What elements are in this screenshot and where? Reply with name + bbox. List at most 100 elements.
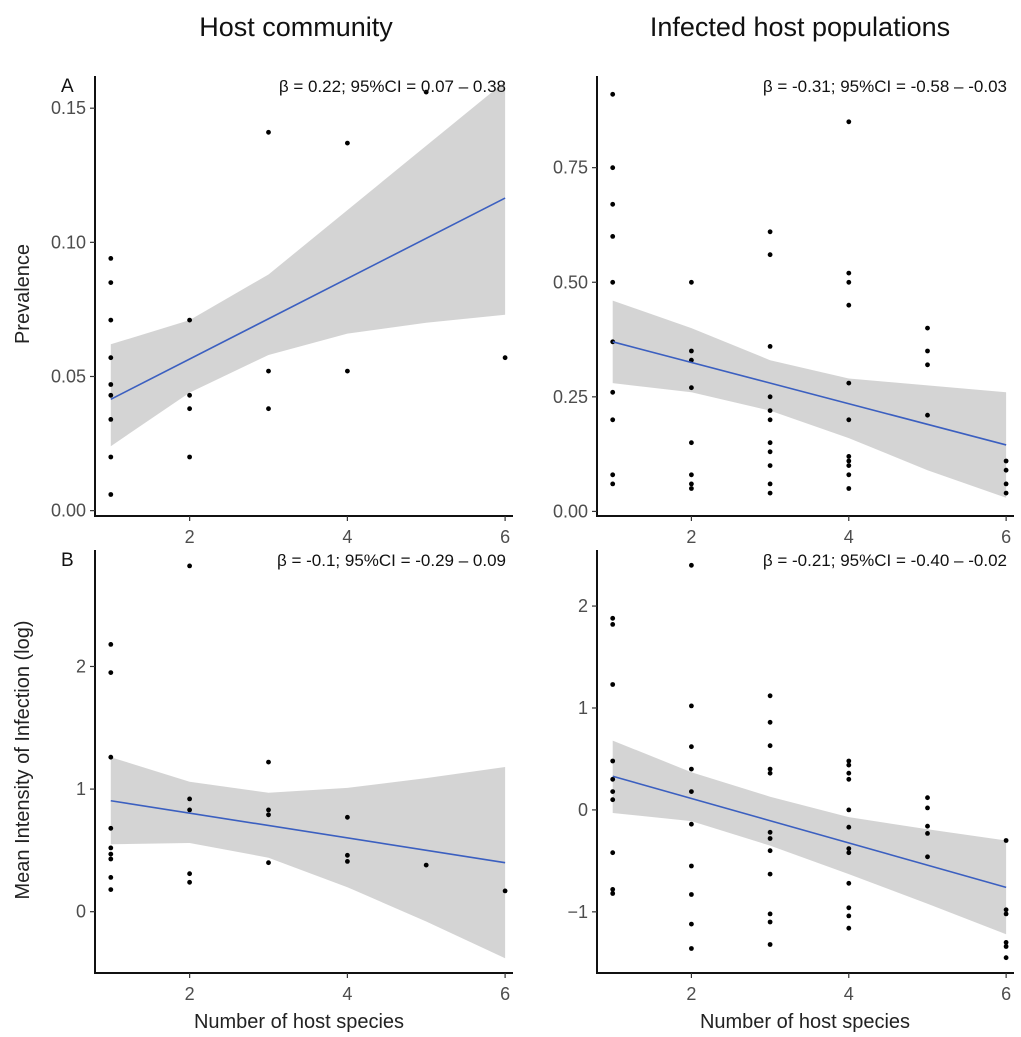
x-tick-label-b-right-1: 4	[844, 984, 854, 1004]
data-point-a-right-35	[846, 454, 852, 459]
data-point-a-left-7	[108, 454, 114, 460]
data-point-b-right-46	[925, 823, 930, 829]
data-point-a-right-45	[1003, 467, 1009, 473]
data-point-a-right-33	[846, 380, 852, 386]
data-point-b-left-1	[108, 670, 114, 675]
data-point-b-left-21	[423, 862, 429, 868]
data-point-a-right-6	[610, 389, 616, 395]
fit-line-b-right	[612, 775, 1007, 889]
y-tick-label-b-right-0: −1	[567, 902, 588, 922]
data-point-a-right-34	[846, 417, 852, 423]
data-point-a-right-40	[925, 325, 930, 331]
data-point-a-right-44	[1003, 458, 1009, 464]
data-point-a-right-3	[610, 234, 616, 239]
data-point-a-right-1	[610, 165, 616, 171]
ci-ribbon-b-left	[110, 757, 506, 959]
data-point-a-right-8	[610, 472, 616, 478]
y-tick-label-b-left-1: 1	[76, 779, 86, 799]
data-point-a-left-16	[345, 140, 350, 146]
data-point-b-left-10	[187, 796, 193, 802]
x-tick-label-a-right-1: 4	[844, 527, 854, 547]
data-point-a-right-16	[689, 481, 694, 487]
beta-annotation-a-right: β = -0.31; 95%CI = -0.58 – -0.03	[763, 77, 1007, 96]
data-point-b-right-8	[610, 887, 616, 892]
y-tick-label-a-left-3: 0.15	[51, 98, 86, 118]
data-point-b-left-6	[108, 856, 114, 862]
data-point-a-right-20	[767, 344, 773, 349]
ci-ribbon-a-left	[110, 81, 506, 447]
data-point-b-right-42	[846, 913, 852, 919]
data-point-b-right-32	[846, 758, 852, 764]
data-point-a-left-8	[108, 492, 114, 497]
data-point-b-right-27	[767, 848, 773, 854]
panel-prevalence-infected-host-populations: 0.00 0.25 0.50 0.75 2 4 6 β = -0.31; 95%CI = -0…	[553, 76, 1014, 547]
data-point-a-right-28	[767, 490, 773, 496]
data-point-b-right-54	[1003, 955, 1009, 961]
data-point-a-right-19	[767, 252, 773, 258]
data-point-b-right-24	[767, 770, 773, 776]
data-point-a-right-9	[610, 481, 616, 487]
data-point-a-right-25	[767, 449, 773, 455]
column-title-infected-host-populations: Infected host populations	[650, 12, 950, 42]
data-point-b-right-41	[846, 905, 852, 911]
data-point-b-left-16	[266, 812, 271, 818]
data-point-a-right-4	[610, 279, 616, 285]
data-point-b-right-44	[925, 795, 930, 801]
data-point-b-right-25	[767, 829, 773, 835]
data-point-b-left-2	[108, 754, 114, 760]
data-point-a-right-39	[846, 486, 852, 491]
data-point-a-right-23	[767, 417, 773, 423]
data-point-a-left-6	[108, 417, 114, 422]
fit-line-a-right	[612, 341, 1007, 446]
data-point-b-left-15	[266, 807, 271, 813]
data-point-a-right-14	[689, 440, 694, 446]
data-point-a-right-27	[767, 481, 773, 487]
data-point-b-right-53	[1003, 944, 1009, 949]
data-point-b-right-33	[846, 762, 852, 768]
data-point-a-right-2	[610, 201, 616, 207]
x-tick-label-a-left-1: 4	[342, 527, 352, 547]
data-point-a-left-13	[266, 129, 271, 135]
y-tick-label-a-left-2: 0.10	[51, 232, 86, 252]
data-point-a-right-46	[1003, 481, 1009, 487]
data-point-a-right-30	[846, 270, 852, 276]
data-point-b-right-38	[846, 846, 852, 851]
data-point-a-right-41	[925, 348, 930, 354]
data-point-b-left-5	[108, 851, 114, 857]
data-point-b-right-39	[846, 850, 852, 856]
x-axis-label-left: Number of host species	[194, 1011, 404, 1033]
data-point-a-right-38	[846, 472, 852, 478]
data-point-b-right-35	[846, 776, 852, 782]
data-point-b-right-49	[1003, 838, 1009, 843]
data-point-a-left-0	[108, 256, 114, 261]
data-point-a-left-3	[108, 355, 114, 361]
data-point-b-right-37	[846, 824, 852, 830]
y-axis-label-mean-intensity: Mean Intensity of Infection (log)	[12, 620, 34, 899]
data-point-b-right-1	[610, 622, 616, 627]
x-tick-label-b-left-2: 6	[500, 984, 510, 1004]
data-point-a-left-14	[266, 368, 271, 374]
data-point-b-right-52	[1003, 940, 1009, 945]
data-point-b-left-17	[266, 860, 271, 866]
data-point-a-right-21	[767, 394, 773, 400]
data-point-b-right-47	[925, 831, 930, 836]
data-point-a-left-17	[345, 368, 350, 374]
data-point-a-left-15	[266, 406, 271, 412]
data-point-a-left-4	[108, 382, 114, 387]
data-point-b-right-16	[689, 863, 694, 869]
data-point-a-right-37	[846, 463, 852, 468]
data-point-a-right-15	[689, 472, 694, 478]
x-tick-label-b-left-0: 2	[185, 984, 195, 1004]
y-tick-label-a-left-1: 0.05	[51, 366, 86, 386]
data-point-b-right-9	[610, 891, 616, 896]
data-point-b-right-51	[1003, 911, 1009, 917]
x-tick-label-a-left-2: 6	[500, 527, 510, 547]
data-point-b-left-7	[108, 875, 114, 880]
data-point-a-left-18	[423, 89, 429, 95]
data-point-b-right-36	[846, 807, 852, 813]
data-point-a-right-32	[846, 302, 852, 308]
data-point-a-left-2	[108, 317, 114, 323]
data-point-a-right-31	[846, 279, 852, 285]
data-point-a-right-0	[610, 91, 616, 97]
data-point-b-left-11	[187, 807, 193, 813]
